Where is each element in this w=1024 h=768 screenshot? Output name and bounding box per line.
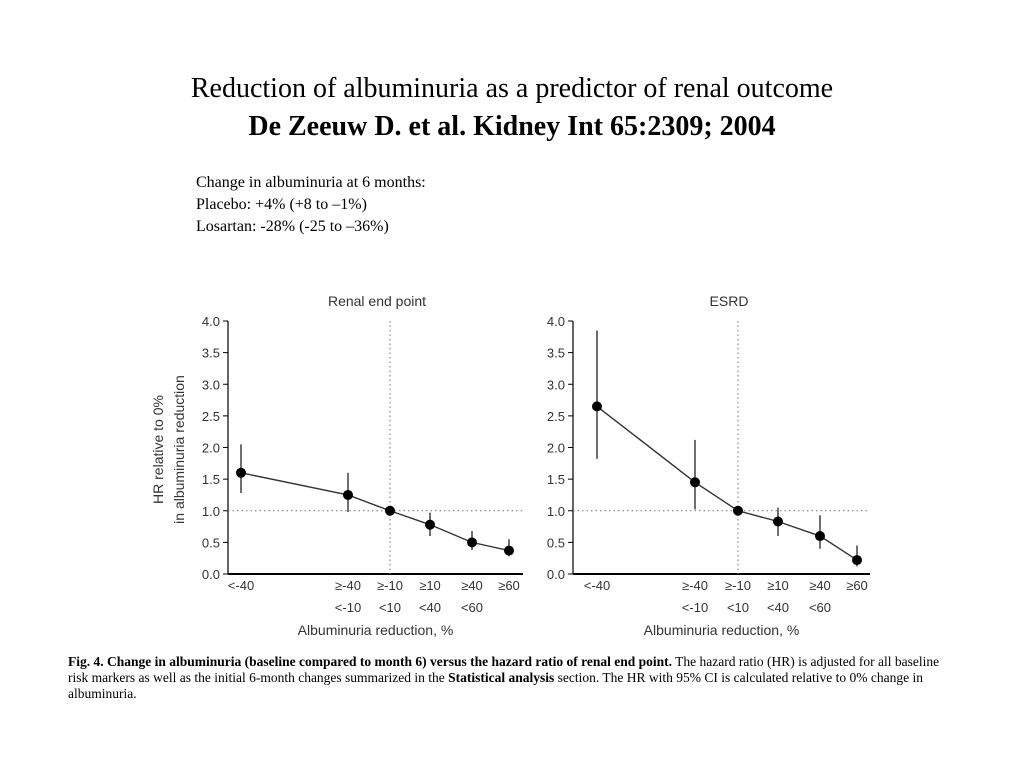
x-tick-label: <10 <box>727 600 749 615</box>
x-tick-label: ≥40 <box>461 578 483 593</box>
x-tick-label: ≥10 <box>767 578 789 593</box>
notes-line: Change in albuminuria at 6 months: <box>196 174 426 191</box>
caption-text: The hazard ratio (HR) is adjusted for al… <box>68 654 940 685</box>
chart-title: ESRD <box>710 293 749 309</box>
data-point <box>236 467 246 478</box>
y-tick-label: 2.5 <box>202 409 220 424</box>
y-tick-label: 2.0 <box>547 441 565 456</box>
x-tick-label: ≥10 <box>419 578 441 593</box>
x-tick-label: <-10 <box>682 600 708 615</box>
y-tick-label: 1.0 <box>547 504 565 519</box>
data-point <box>733 505 743 516</box>
slide-title-citation: De Zeeuw D. et al. Kidney Int 65:2309; 2… <box>248 111 776 142</box>
y-tick-label: 3.5 <box>202 346 220 361</box>
series-line <box>240 472 510 552</box>
y-tick-label: 4.0 <box>547 314 565 329</box>
x-tick-label: <-40 <box>228 578 254 593</box>
data-point <box>773 516 783 527</box>
y-tick-label: 2.5 <box>547 409 565 424</box>
x-tick-label: <-10 <box>335 600 361 615</box>
x-tick-label: ≥-10 <box>725 578 751 593</box>
y-tick-label: 1.5 <box>202 472 220 487</box>
x-tick-label: <40 <box>767 600 789 615</box>
chart-title: Renal end point <box>328 293 426 309</box>
y-tick-label: 1.5 <box>547 472 565 487</box>
y-axis-label: HR relative to 0% <box>150 395 166 504</box>
data-point <box>467 537 477 548</box>
figure-caption: Fig. 4. Change in albuminuria (baseline … <box>68 654 958 702</box>
data-point <box>343 489 353 500</box>
y-tick-label: 0.5 <box>202 535 220 550</box>
y-tick-label: 0.0 <box>547 567 565 582</box>
y-tick-label: 0.0 <box>202 567 220 582</box>
data-point <box>385 505 395 516</box>
x-axis-label: Albuminuria reduction, % <box>644 622 800 638</box>
slide-title: Reduction of albuminuria as a predictor … <box>0 70 1024 146</box>
y-tick-label: 0.5 <box>547 535 565 550</box>
data-point <box>690 477 700 488</box>
data-point <box>592 401 602 412</box>
y-tick-label: 2.0 <box>202 441 220 456</box>
x-axis-label: Albuminuria reduction, % <box>298 622 454 638</box>
data-point <box>852 555 862 566</box>
x-tick-label: <40 <box>419 600 441 615</box>
chart-panel: Renal end point 0.0 0.5 1.0 1.5 2.0 2.5 3.0 3.5 4… <box>150 293 523 638</box>
y-tick-label: 3.5 <box>547 346 565 361</box>
y-tick-label: 1.0 <box>202 504 220 519</box>
y-axis-label: in albuminuria reduction <box>171 375 187 524</box>
data-point <box>425 519 435 530</box>
x-tick-label: ≥40 <box>809 578 831 593</box>
y-tick-label: 3.0 <box>202 377 220 392</box>
x-tick-label: <60 <box>809 600 831 615</box>
caption-text: section. The HR with 95% CI is calculate… <box>68 670 923 701</box>
notes-line: Placebo: +4% (+8 to –1%) <box>196 196 367 213</box>
slide-title-line1: Reduction of albuminuria as a predictor … <box>190 73 834 104</box>
y-tick-label: 4.0 <box>202 314 220 329</box>
x-tick-label: <10 <box>379 600 401 615</box>
caption-lead: Fig. 4. Change in albuminuria (baseline … <box>68 654 673 669</box>
y-tick-label: 3.0 <box>547 377 565 392</box>
x-tick-label: ≥-40 <box>682 578 708 593</box>
x-tick-label: <60 <box>461 600 483 615</box>
x-tick-label: ≥-10 <box>377 578 403 593</box>
x-tick-label: ≥60 <box>846 578 868 593</box>
notes-line: Losartan: -28% (-25 to –36%) <box>196 218 389 235</box>
x-tick-label: ≥60 <box>498 578 520 593</box>
albuminuria-change-notes: Change in albuminuria at 6 months: Place… <box>196 172 426 238</box>
x-tick-label: <-40 <box>584 578 610 593</box>
chart-panel: ESRD 0.0 0.5 1.0 1.5 2.0 2.5 3.0 3.5 4.0 <-40 ≥-40 <… <box>547 293 870 638</box>
data-point <box>815 531 825 542</box>
series-line <box>596 405 858 561</box>
x-tick-label: ≥-40 <box>335 578 361 593</box>
data-point <box>504 545 514 556</box>
caption-bold: Statistical analysis <box>448 670 555 685</box>
